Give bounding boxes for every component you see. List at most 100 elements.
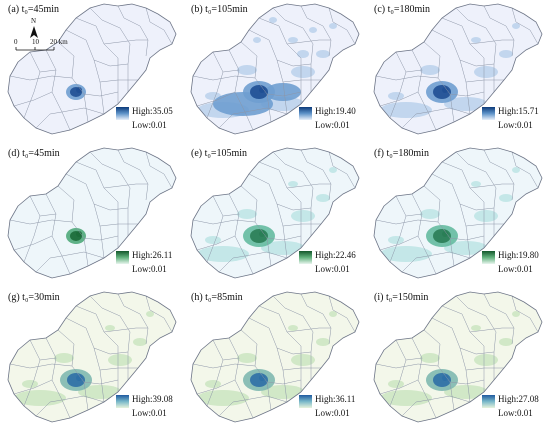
accessibility-patch xyxy=(420,65,440,75)
accessibility-patch xyxy=(380,102,432,118)
accessibility-patch xyxy=(444,97,488,111)
accessibility-patch xyxy=(259,87,265,93)
district-boundary xyxy=(93,347,129,355)
accessibility-patch xyxy=(329,23,337,29)
map-panel: (i) t₀=150min High:27.08 Low:0.01 xyxy=(366,288,549,432)
scale-tick-label: 0 xyxy=(14,38,18,46)
district-boundary xyxy=(35,395,105,417)
district-boundary xyxy=(99,79,138,83)
district-boundary xyxy=(192,363,256,369)
district-boundary xyxy=(511,7,539,45)
north-arrow-icon xyxy=(30,26,38,38)
district-boundary xyxy=(39,213,57,217)
district-boundary xyxy=(9,75,73,81)
district-boundary xyxy=(258,17,302,104)
accessibility-patch xyxy=(291,210,315,222)
district-boundary xyxy=(206,51,224,119)
legend-low-label: Low:0.01 xyxy=(132,408,167,418)
accessibility-patch xyxy=(499,194,513,202)
district-boundary xyxy=(83,235,119,241)
district-boundary xyxy=(459,203,495,211)
district-boundary xyxy=(511,295,539,333)
district-boundary xyxy=(13,379,53,395)
district-boundary xyxy=(389,339,407,407)
district-boundary xyxy=(272,7,314,92)
district-boundary xyxy=(286,183,331,189)
legend-color-ramp xyxy=(116,395,129,408)
accessibility-patch xyxy=(78,385,122,399)
district-boundary xyxy=(258,161,302,248)
accessibility-patch xyxy=(259,375,265,381)
region-map xyxy=(373,3,543,135)
district-boundary xyxy=(75,161,119,248)
panel-title: (d) t₀=45min xyxy=(8,148,60,159)
district-boundary xyxy=(35,107,105,129)
accessibility-patch xyxy=(471,325,481,331)
legend-low-label: Low:0.01 xyxy=(498,264,533,274)
district-boundary xyxy=(272,295,314,380)
panel-title: (b) t₀=105min xyxy=(191,4,248,15)
district-boundary xyxy=(93,203,129,211)
accessibility-patch xyxy=(76,87,82,93)
map-panel: (h) t₀=85min High:36.11 Low:0.01 xyxy=(183,288,366,432)
region-map xyxy=(373,147,543,279)
accessibility-patch xyxy=(288,181,298,187)
district-boundary xyxy=(469,39,514,45)
accessibility-patch xyxy=(512,23,520,29)
district-boundary xyxy=(145,295,173,333)
district-boundary xyxy=(196,91,236,107)
region-outline xyxy=(190,291,360,423)
legend-color-ramp xyxy=(482,107,495,120)
accessibility-patch xyxy=(420,353,440,363)
accessibility-patch xyxy=(444,241,488,255)
district-boundary xyxy=(449,379,485,385)
accessibility-patch xyxy=(261,97,305,111)
legend-high-label: High:15.71 xyxy=(498,106,539,116)
land-area xyxy=(8,148,176,278)
accessibility-surface xyxy=(66,84,86,100)
accessibility-patch xyxy=(105,325,115,331)
accessibility-patch xyxy=(309,27,317,33)
accessibility-patch xyxy=(197,246,249,262)
district-boundary xyxy=(266,379,302,385)
accessibility-patch xyxy=(54,353,74,363)
district-boundary xyxy=(300,149,332,201)
district-boundary xyxy=(35,251,105,273)
district-boundary xyxy=(282,367,321,371)
land-area xyxy=(191,148,359,278)
panel-title: (e) t₀=105min xyxy=(191,148,248,159)
legend: High:19.40 Low:0.01 xyxy=(299,106,365,136)
district-boundary xyxy=(449,235,485,241)
legend-color-ramp xyxy=(299,395,312,408)
district-boundary xyxy=(483,5,515,57)
accessibility-patch xyxy=(269,17,277,23)
legend: High:27.08 Low:0.01 xyxy=(482,394,548,424)
accessibility-patch xyxy=(146,311,154,317)
region-map xyxy=(7,3,177,135)
district-boundary xyxy=(196,379,236,395)
district-boundary xyxy=(455,151,497,236)
region-outline xyxy=(7,3,177,135)
district-boundary xyxy=(286,39,331,45)
district-boundary xyxy=(300,5,332,57)
district-boundary xyxy=(455,7,497,92)
accessibility-patch xyxy=(108,354,132,366)
district-boundary xyxy=(469,183,514,189)
district-boundary xyxy=(266,91,302,97)
legend-low-label: Low:0.01 xyxy=(498,120,533,130)
accessibility-patch xyxy=(471,181,481,187)
accessibility-patch xyxy=(14,390,66,406)
district-boundary xyxy=(9,363,73,369)
land-area xyxy=(191,292,359,422)
accessibility-patch xyxy=(237,209,257,219)
legend-color-ramp xyxy=(116,107,129,120)
district-boundary xyxy=(218,107,288,129)
district-boundary xyxy=(276,203,312,211)
district-boundary xyxy=(75,17,119,104)
district-boundary xyxy=(441,161,485,248)
legend-low-label: Low:0.01 xyxy=(498,408,533,418)
accessibility-patch xyxy=(253,37,261,43)
district-boundary xyxy=(483,149,515,201)
map-panel: (e) t₀=105min High:22.46 Low:0.01 xyxy=(183,144,366,288)
